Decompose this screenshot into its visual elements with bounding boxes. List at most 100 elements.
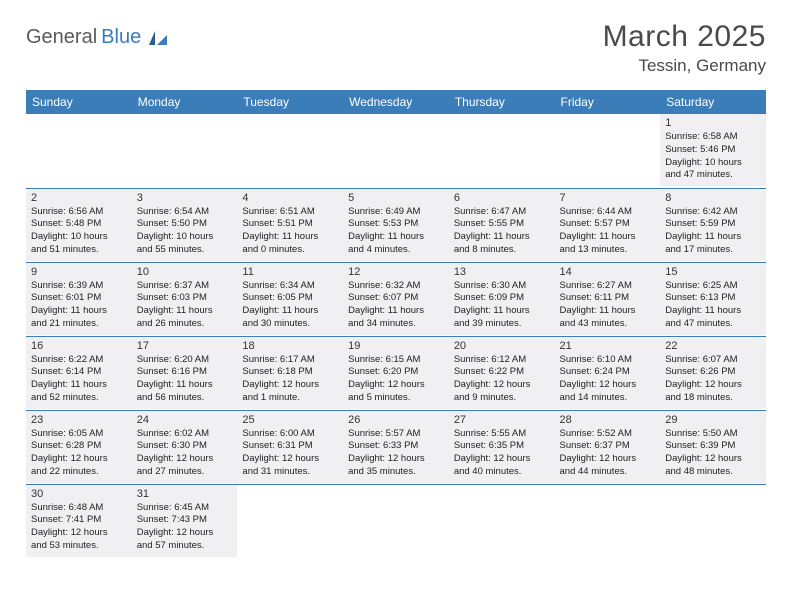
day-cell: 18Sunrise: 6:17 AMSunset: 6:18 PMDayligh… — [237, 337, 343, 409]
weekday-header: Monday — [132, 90, 238, 114]
sunrise-text: Sunrise: 5:52 AM — [560, 428, 656, 441]
sunrise-text: Sunrise: 6:51 AM — [242, 206, 338, 219]
sunrise-text: Sunrise: 6:54 AM — [137, 206, 233, 219]
day-cell: 10Sunrise: 6:37 AMSunset: 6:03 PMDayligh… — [132, 263, 238, 335]
calendar-cell: 28Sunrise: 5:52 AMSunset: 6:37 PMDayligh… — [555, 410, 661, 484]
daylight-text: and 9 minutes. — [454, 392, 550, 405]
sunset-text: Sunset: 6:14 PM — [31, 366, 127, 379]
sunrise-text: Sunrise: 6:07 AM — [665, 354, 761, 367]
daylight-text: Daylight: 10 hours — [31, 231, 127, 244]
sunset-text: Sunset: 6:24 PM — [560, 366, 656, 379]
daylight-text: Daylight: 11 hours — [242, 231, 338, 244]
day-number: 24 — [137, 414, 233, 426]
daylight-text: and 52 minutes. — [31, 392, 127, 405]
day-cell: 14Sunrise: 6:27 AMSunset: 6:11 PMDayligh… — [555, 263, 661, 335]
sunrise-text: Sunrise: 6:48 AM — [31, 502, 127, 515]
daylight-text: Daylight: 12 hours — [137, 527, 233, 540]
calendar-cell: 6Sunrise: 6:47 AMSunset: 5:55 PMDaylight… — [449, 188, 555, 262]
empty-cell — [132, 114, 238, 121]
daylight-text: and 34 minutes. — [348, 318, 444, 331]
calendar-cell — [343, 114, 449, 188]
calendar-cell — [449, 114, 555, 188]
empty-cell — [343, 485, 449, 492]
daylight-text: Daylight: 11 hours — [348, 231, 444, 244]
day-number: 28 — [560, 414, 656, 426]
daylight-text: Daylight: 11 hours — [242, 305, 338, 318]
sunrise-text: Sunrise: 6:32 AM — [348, 280, 444, 293]
sunset-text: Sunset: 5:51 PM — [242, 218, 338, 231]
daylight-text: Daylight: 11 hours — [31, 379, 127, 392]
day-number: 19 — [348, 340, 444, 352]
daylight-text: Daylight: 12 hours — [560, 453, 656, 466]
logo-text-blue: Blue — [101, 26, 141, 49]
calendar-cell: 27Sunrise: 5:55 AMSunset: 6:35 PMDayligh… — [449, 410, 555, 484]
empty-cell — [449, 114, 555, 121]
daylight-text: Daylight: 11 hours — [137, 305, 233, 318]
day-number: 25 — [242, 414, 338, 426]
daylight-text: and 21 minutes. — [31, 318, 127, 331]
sunset-text: Sunset: 6:28 PM — [31, 440, 127, 453]
page-header: GeneralBlue March 2025 Tessin, Germany — [26, 20, 766, 76]
day-cell: 3Sunrise: 6:54 AMSunset: 5:50 PMDaylight… — [132, 189, 238, 261]
sunset-text: Sunset: 6:26 PM — [665, 366, 761, 379]
sunset-text: Sunset: 6:31 PM — [242, 440, 338, 453]
sunrise-text: Sunrise: 6:02 AM — [137, 428, 233, 441]
day-number: 15 — [665, 266, 761, 278]
daylight-text: and 39 minutes. — [454, 318, 550, 331]
daylight-text: and 35 minutes. — [348, 466, 444, 479]
calendar-table: SundayMondayTuesdayWednesdayThursdayFrid… — [26, 90, 766, 558]
calendar-cell: 26Sunrise: 5:57 AMSunset: 6:33 PMDayligh… — [343, 410, 449, 484]
empty-cell — [26, 114, 132, 121]
sunset-text: Sunset: 7:43 PM — [137, 514, 233, 527]
day-cell: 30Sunrise: 6:48 AMSunset: 7:41 PMDayligh… — [26, 485, 132, 557]
day-cell: 22Sunrise: 6:07 AMSunset: 6:26 PMDayligh… — [660, 337, 766, 409]
calendar-cell: 30Sunrise: 6:48 AMSunset: 7:41 PMDayligh… — [26, 484, 132, 558]
sunrise-text: Sunrise: 6:37 AM — [137, 280, 233, 293]
title-block: March 2025 Tessin, Germany — [603, 20, 766, 76]
sunrise-text: Sunrise: 6:34 AM — [242, 280, 338, 293]
weekday-header: Tuesday — [237, 90, 343, 114]
day-number: 21 — [560, 340, 656, 352]
daylight-text: Daylight: 10 hours — [137, 231, 233, 244]
logo-sail-icon — [147, 29, 169, 47]
calendar-cell — [555, 114, 661, 188]
day-number: 20 — [454, 340, 550, 352]
sunset-text: Sunset: 5:50 PM — [137, 218, 233, 231]
sunset-text: Sunset: 6:22 PM — [454, 366, 550, 379]
sunset-text: Sunset: 5:46 PM — [665, 144, 761, 157]
calendar-cell: 5Sunrise: 6:49 AMSunset: 5:53 PMDaylight… — [343, 188, 449, 262]
daylight-text: Daylight: 11 hours — [560, 305, 656, 318]
sunset-text: Sunset: 6:30 PM — [137, 440, 233, 453]
sunrise-text: Sunrise: 5:50 AM — [665, 428, 761, 441]
day-cell: 24Sunrise: 6:02 AMSunset: 6:30 PMDayligh… — [132, 411, 238, 483]
day-number: 1 — [665, 117, 761, 129]
calendar-cell — [237, 484, 343, 558]
sunrise-text: Sunrise: 6:30 AM — [454, 280, 550, 293]
calendar-cell: 19Sunrise: 6:15 AMSunset: 6:20 PMDayligh… — [343, 336, 449, 410]
day-cell: 5Sunrise: 6:49 AMSunset: 5:53 PMDaylight… — [343, 189, 449, 261]
calendar-cell — [660, 484, 766, 558]
weekday-header: Wednesday — [343, 90, 449, 114]
day-cell: 28Sunrise: 5:52 AMSunset: 6:37 PMDayligh… — [555, 411, 661, 483]
day-cell: 8Sunrise: 6:42 AMSunset: 5:59 PMDaylight… — [660, 189, 766, 261]
daylight-text: and 55 minutes. — [137, 244, 233, 257]
calendar-body: 1Sunrise: 6:58 AMSunset: 5:46 PMDaylight… — [26, 114, 766, 558]
calendar-cell — [343, 484, 449, 558]
daylight-text: and 51 minutes. — [31, 244, 127, 257]
calendar-cell: 14Sunrise: 6:27 AMSunset: 6:11 PMDayligh… — [555, 262, 661, 336]
empty-cell — [237, 485, 343, 492]
calendar-cell: 9Sunrise: 6:39 AMSunset: 6:01 PMDaylight… — [26, 262, 132, 336]
day-number: 2 — [31, 192, 127, 204]
calendar-cell: 22Sunrise: 6:07 AMSunset: 6:26 PMDayligh… — [660, 336, 766, 410]
sunset-text: Sunset: 6:39 PM — [665, 440, 761, 453]
daylight-text: and 8 minutes. — [454, 244, 550, 257]
daylight-text: and 47 minutes. — [665, 169, 761, 182]
calendar-cell: 1Sunrise: 6:58 AMSunset: 5:46 PMDaylight… — [660, 114, 766, 188]
calendar-cell — [26, 114, 132, 188]
weekday-header: Thursday — [449, 90, 555, 114]
sunrise-text: Sunrise: 6:22 AM — [31, 354, 127, 367]
daylight-text: Daylight: 10 hours — [665, 157, 761, 170]
sunset-text: Sunset: 6:35 PM — [454, 440, 550, 453]
day-number: 13 — [454, 266, 550, 278]
daylight-text: Daylight: 12 hours — [348, 379, 444, 392]
